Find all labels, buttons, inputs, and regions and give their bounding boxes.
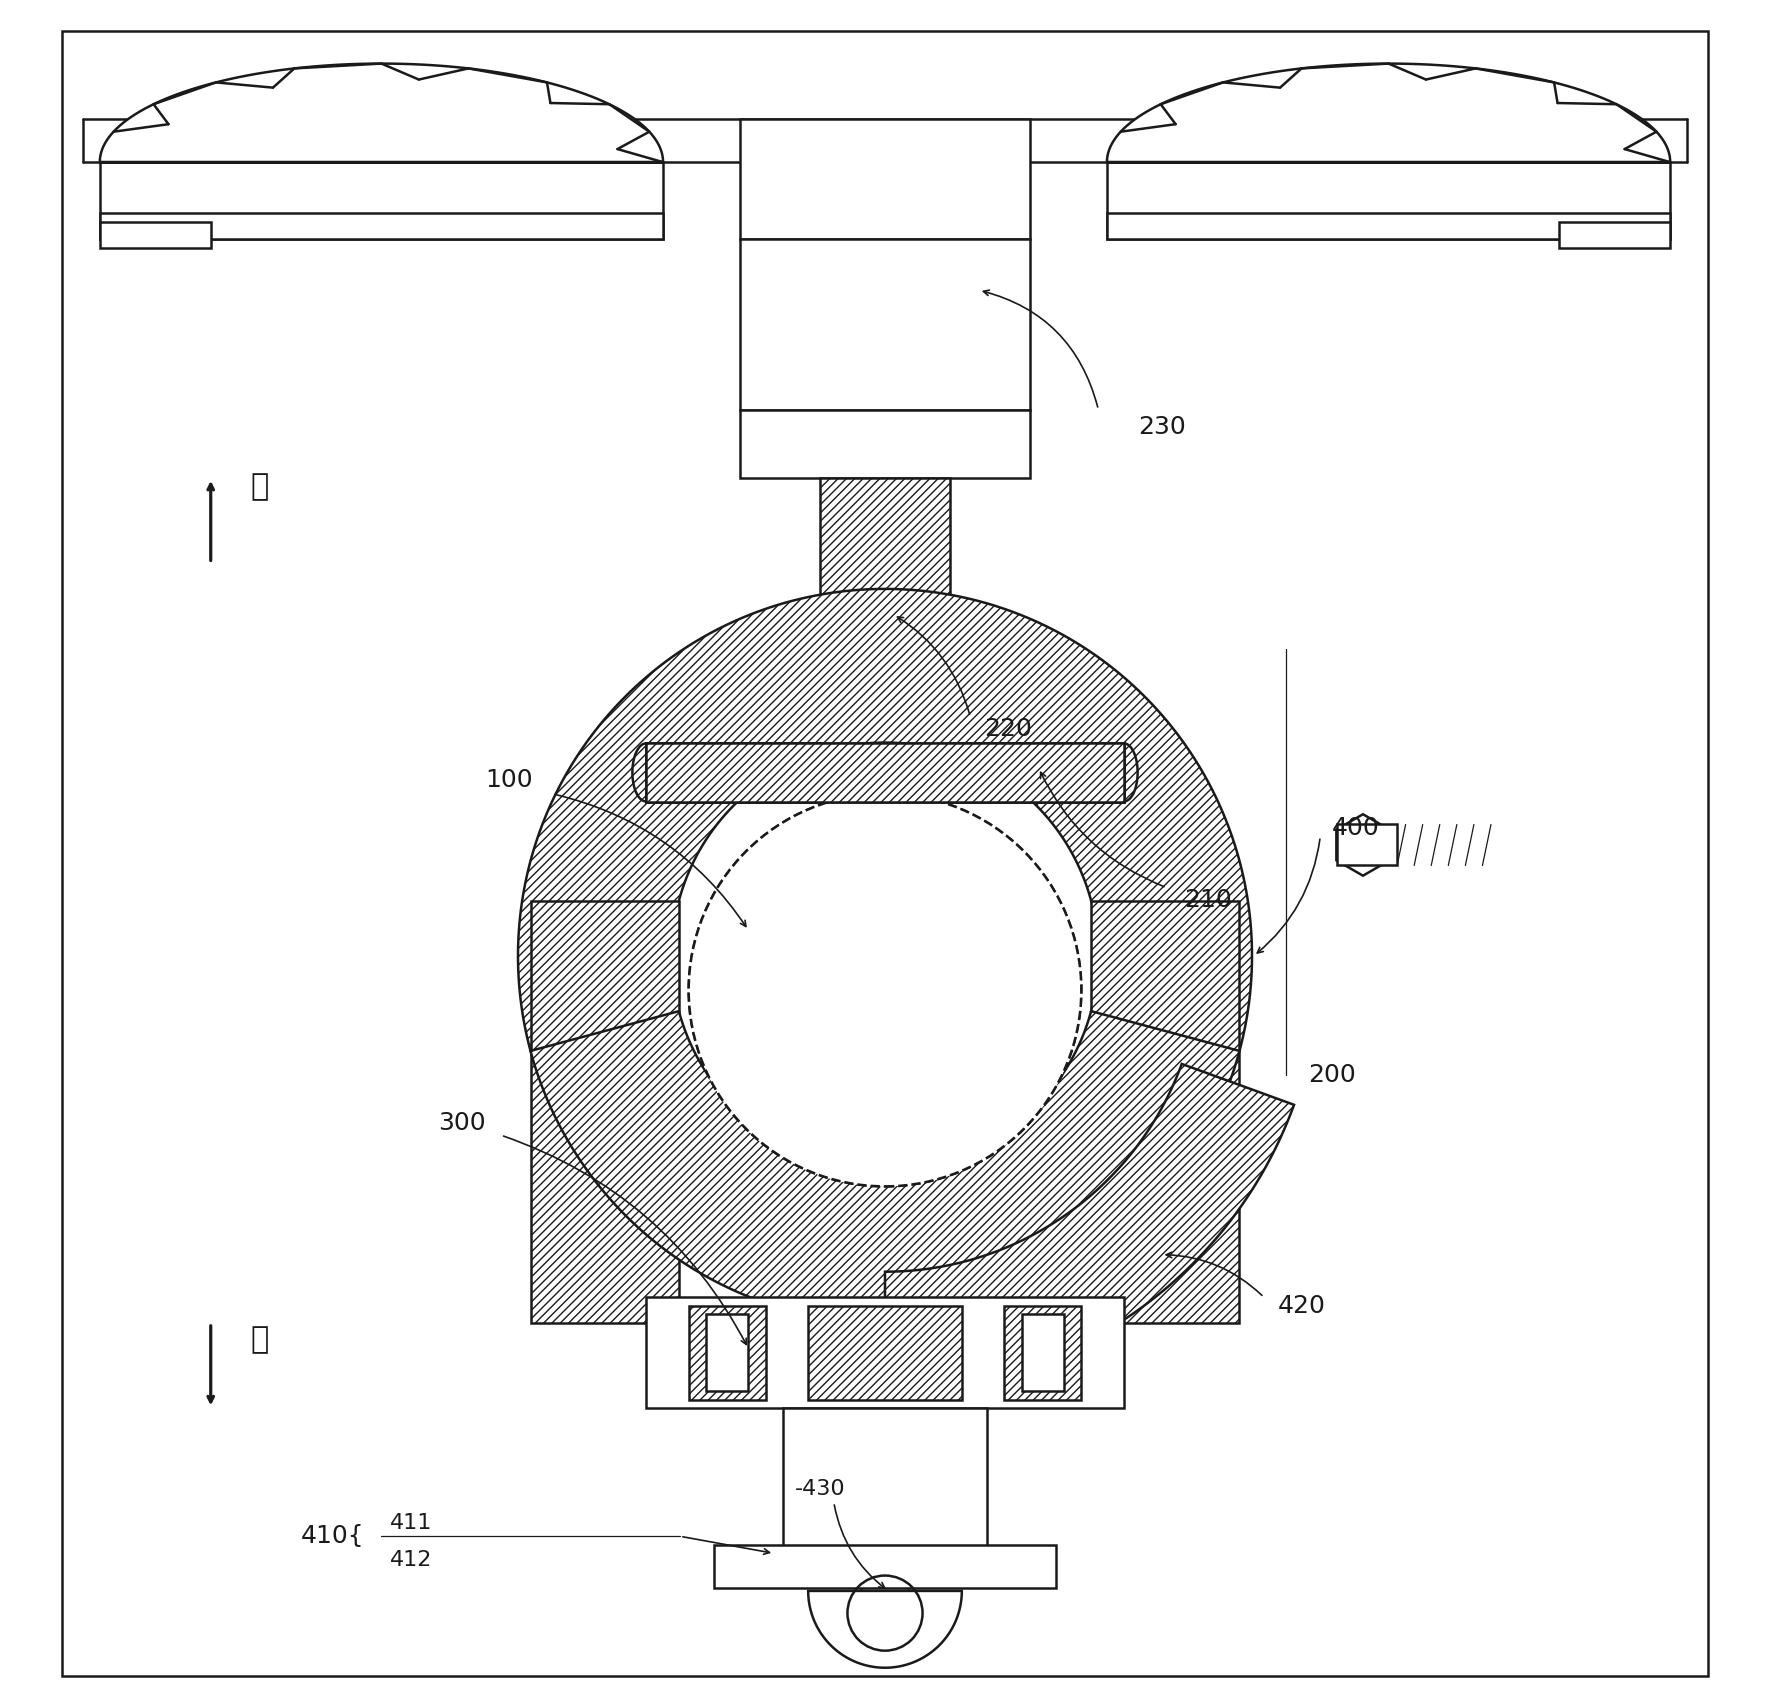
Text: 100: 100 [485,768,533,792]
Polygon shape [809,1306,961,1400]
Polygon shape [1005,1306,1081,1400]
Polygon shape [1106,162,1671,239]
Text: 220: 220 [984,717,1032,741]
Polygon shape [646,1297,1124,1408]
Polygon shape [646,743,820,802]
Polygon shape [1021,1314,1064,1391]
Polygon shape [99,213,664,239]
Polygon shape [646,743,1124,802]
Polygon shape [740,410,1030,478]
Text: 210: 210 [1184,888,1232,912]
Text: 下: 下 [250,1326,269,1354]
Polygon shape [820,751,950,802]
Polygon shape [740,119,1030,239]
Circle shape [689,794,1081,1186]
Polygon shape [1559,222,1671,248]
Polygon shape [715,1545,1055,1588]
Text: 200: 200 [1308,1063,1356,1087]
Polygon shape [885,1063,1294,1391]
Polygon shape [950,743,1124,802]
Polygon shape [1336,814,1389,876]
Polygon shape [1338,824,1397,865]
Text: -430: -430 [795,1478,846,1499]
Polygon shape [519,589,1251,1052]
Text: 230: 230 [1138,415,1186,439]
Polygon shape [809,1591,961,1668]
Polygon shape [782,1408,988,1553]
Polygon shape [706,1314,749,1391]
Polygon shape [99,162,664,239]
Polygon shape [1106,63,1671,162]
Text: 410{: 410{ [301,1524,365,1548]
Polygon shape [689,1306,765,1400]
Polygon shape [99,63,664,162]
Text: 400: 400 [1333,816,1381,840]
Circle shape [689,794,1081,1186]
Text: 420: 420 [1278,1294,1326,1318]
Polygon shape [1090,901,1239,1323]
Polygon shape [531,901,680,1323]
Text: 300: 300 [437,1111,485,1135]
Polygon shape [646,743,1124,802]
Text: 411: 411 [389,1512,432,1533]
Polygon shape [531,1011,1239,1323]
Text: 412: 412 [389,1550,432,1570]
Polygon shape [1106,213,1671,239]
Text: 上: 上 [250,473,269,500]
Polygon shape [99,222,211,248]
Polygon shape [740,239,1030,410]
Polygon shape [820,478,950,751]
